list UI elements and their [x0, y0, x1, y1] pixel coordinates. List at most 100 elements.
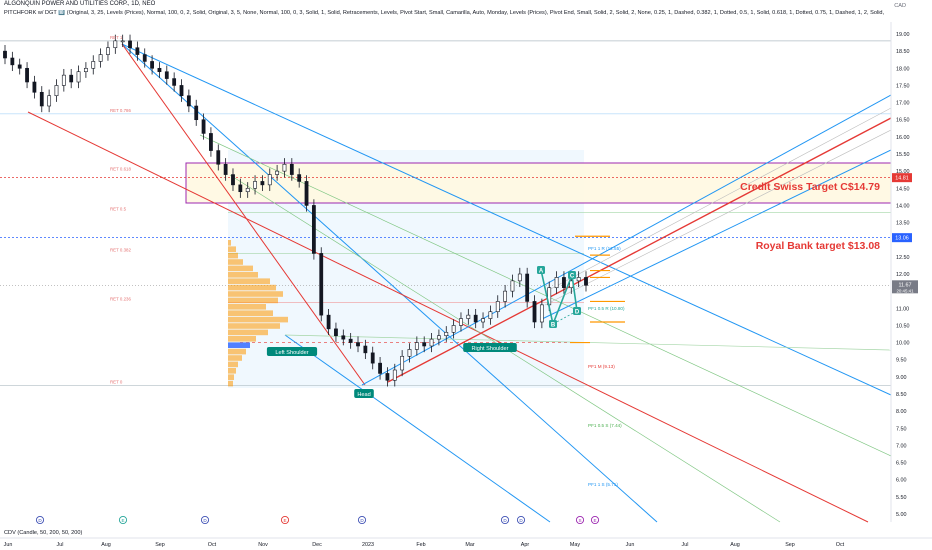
y-tick-label: 17.50: [896, 83, 910, 89]
candle-body: [260, 181, 265, 186]
candle-body: [32, 81, 37, 93]
volume-profile-bar: [228, 323, 280, 329]
event-marker-5[interactable]: [500, 515, 510, 525]
abcd-point-c[interactable]: [568, 271, 576, 279]
candle-body: [69, 74, 74, 83]
event-marker-6[interactable]: [516, 515, 526, 525]
volume-profile-bar: [228, 380, 233, 387]
y-tick-label: 6.50: [896, 461, 907, 467]
current-price-label: 11.67: [898, 282, 911, 288]
event-marker-label-7: S: [578, 518, 581, 523]
y-tick-label: 18.00: [896, 66, 910, 72]
event-marker-2[interactable]: [200, 515, 210, 525]
symbol-title[interactable]: ALGONQUIN POWER AND UTILITIES CORP., 1D,…: [4, 1, 156, 7]
y-tick-label: 9.50: [896, 358, 907, 364]
y-tick-label: 10.00: [896, 341, 910, 347]
fib-label-1: RET 0.786: [110, 108, 131, 113]
candle-body: [3, 50, 7, 59]
candle-body: [525, 273, 530, 302]
volume-profile-bar: [228, 252, 238, 259]
pitchfork-down-median: [27, 111, 869, 523]
cdv-indicator-label[interactable]: CDV (Candle, 50, 200, 50, 200): [4, 530, 83, 536]
volume-profile-bar: [228, 374, 234, 380]
candle-body: [414, 342, 419, 350]
y-tick-label: 14.50: [896, 186, 910, 192]
candle-body: [444, 331, 449, 337]
candle-body: [289, 163, 294, 175]
pitchfork-up-median: [387, 117, 892, 383]
candle-body: [245, 187, 250, 193]
candle-body: [554, 277, 559, 289]
event-marker-label-5: D: [503, 518, 507, 523]
event-marker-label-0: D: [38, 518, 42, 523]
event-marker-7[interactable]: [575, 515, 585, 525]
volume-profile-bar: [228, 297, 278, 304]
right-shoulder-tag: Right Shoulder: [471, 346, 508, 352]
event-marker-label-4: D: [360, 518, 364, 523]
abcd-point-b[interactable]: [549, 320, 557, 328]
fib-label-3: RET 0.5: [110, 206, 127, 211]
x-tick-label: 2023: [362, 542, 374, 548]
candle-body: [392, 369, 397, 381]
candle-body: [83, 67, 88, 73]
right-shoulder-tag-box[interactable]: [463, 343, 517, 352]
head-tag-box[interactable]: [354, 389, 374, 398]
current-price-tag[interactable]: [892, 280, 918, 294]
pitchfork-label-1: PF1 0.5 R (10.80): [588, 306, 625, 311]
candle-body: [459, 318, 463, 326]
event-marker-8[interactable]: [590, 515, 600, 525]
volume-profile-bar: [228, 304, 266, 310]
royal-bank-target-label[interactable]: Royal Bank target $13.08: [756, 240, 880, 252]
candle-body: [267, 174, 272, 186]
candle-body: [326, 314, 331, 330]
y-tick-label: 15.00: [896, 169, 910, 175]
abcd-label-b: B: [551, 323, 556, 329]
x-tick-label: Dec: [312, 542, 322, 548]
candle-body: [275, 170, 280, 175]
event-marker-4[interactable]: [357, 515, 367, 525]
y-tick-label: 12.50: [896, 255, 910, 261]
abcd-point-a[interactable]: [537, 266, 545, 274]
x-tick-label: Jun: [626, 542, 635, 548]
x-tick-label: Jul: [682, 542, 689, 548]
y-tick-label: 18.50: [896, 49, 910, 55]
candle-body: [61, 74, 66, 86]
event-marker-label-3: E: [283, 518, 286, 523]
candle-body: [54, 85, 59, 97]
event-marker-0[interactable]: [35, 515, 45, 525]
candle-body: [451, 325, 456, 333]
candle-body: [253, 181, 257, 189]
y-tick-label: 5.00: [896, 512, 907, 518]
pitchfork-down-outer: [121, 43, 892, 396]
abcd-point-d[interactable]: [573, 307, 581, 315]
y-tick-label: 7.50: [896, 426, 907, 432]
x-tick-label: Jul: [57, 542, 64, 548]
study-legend[interactable]: PITCHFORK w/ DGT 🔟 (Original, 3, 25, Lev…: [4, 10, 885, 16]
x-tick-label: Nov: [258, 542, 268, 548]
event-marker-1[interactable]: [118, 515, 128, 525]
event-marker-3[interactable]: [280, 515, 290, 525]
candle-body: [539, 304, 544, 323]
price-tag-label-0: 14.81: [895, 176, 909, 182]
x-tick-label: Feb: [416, 542, 425, 548]
price-tag-0[interactable]: [892, 173, 912, 183]
candle-body: [231, 174, 235, 186]
candle-body: [481, 318, 485, 323]
head-tag: Head: [357, 392, 370, 398]
price-tag-1[interactable]: [892, 233, 912, 243]
candle-body: [437, 335, 441, 340]
credit-suisse-target-label[interactable]: Credit Swiss Target C$14.79: [740, 181, 880, 193]
candle-body: [135, 47, 140, 55]
candle-body: [311, 205, 316, 254]
candle-body: [113, 40, 118, 49]
y-tick-label: 6.00: [896, 478, 907, 484]
fib-label-0: RET 1: [110, 35, 123, 40]
candle-body: [47, 95, 52, 107]
candle-body: [282, 163, 287, 172]
left-shoulder-tag-box[interactable]: [266, 347, 318, 356]
candle-body: [363, 345, 368, 354]
candle-body: [172, 78, 177, 86]
candle-body: [238, 184, 243, 193]
candle-body: [91, 61, 96, 69]
